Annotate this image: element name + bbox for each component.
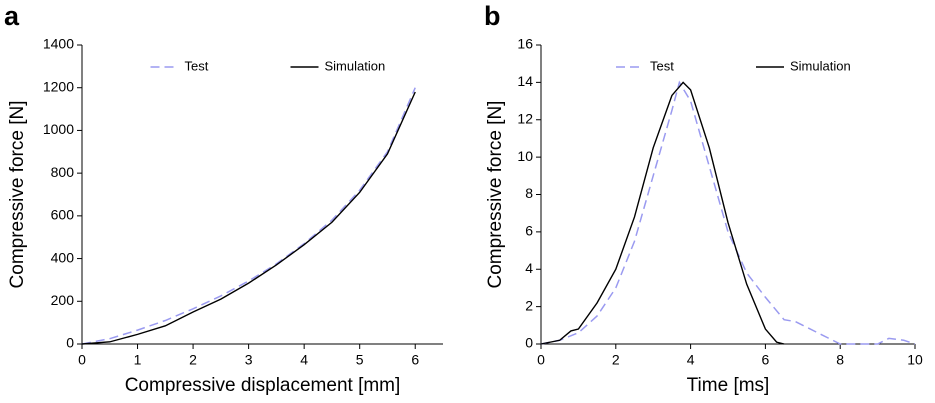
y-axis-label: Compressive force [N] — [7, 101, 28, 289]
x-tick-label: 8 — [836, 352, 844, 368]
x-tick-label: 0 — [537, 352, 545, 368]
x-tick-label: 2 — [189, 352, 197, 368]
x-axis-label: Compressive displacement [mm] — [125, 375, 401, 396]
legend-label: Simulation — [325, 58, 386, 73]
y-tick-label: 800 — [51, 164, 75, 180]
y-tick-label: 200 — [51, 292, 75, 308]
data-line — [81, 87, 416, 345]
legend-label: Test — [185, 58, 209, 73]
legend-label: Simulation — [790, 58, 851, 73]
y-tick-label: 16 — [517, 36, 533, 52]
y-tick-label: 400 — [51, 249, 75, 265]
x-tick-label: 5 — [356, 352, 364, 368]
y-tick-label: 6 — [525, 223, 533, 239]
x-tick-label: 3 — [245, 352, 253, 368]
y-tick-label: 10 — [517, 148, 533, 164]
legend-label: Test — [650, 58, 674, 73]
y-tick-label: 0 — [66, 335, 74, 351]
x-axis-label: Time [ms] — [687, 375, 770, 396]
x-tick-label: 4 — [300, 352, 308, 368]
y-tick-label: 12 — [517, 110, 533, 126]
data-line — [81, 91, 416, 345]
panel-label: a — [4, 1, 20, 31]
y-tick-label: 600 — [51, 207, 75, 223]
x-tick-label: 2 — [612, 352, 620, 368]
y-tick-label: 4 — [525, 260, 533, 276]
y-tick-label: 8 — [525, 185, 533, 201]
y-tick-label: 1000 — [43, 121, 74, 137]
x-tick-label: 6 — [762, 352, 770, 368]
y-tick-label: 14 — [517, 73, 533, 89]
x-tick-label: 0 — [78, 352, 86, 368]
y-tick-label: 1400 — [43, 36, 74, 52]
y-axis-label: Compressive force [N] — [485, 101, 506, 289]
y-tick-label: 2 — [525, 297, 533, 313]
y-tick-label: 1200 — [43, 78, 74, 94]
data-line — [540, 80, 916, 345]
x-tick-label: 10 — [907, 352, 923, 368]
panel-label: b — [484, 1, 501, 31]
x-tick-label: 6 — [411, 352, 419, 368]
data-line — [540, 81, 785, 345]
x-tick-label: 1 — [134, 352, 142, 368]
y-tick-label: 0 — [525, 335, 533, 351]
x-tick-label: 4 — [687, 352, 695, 368]
